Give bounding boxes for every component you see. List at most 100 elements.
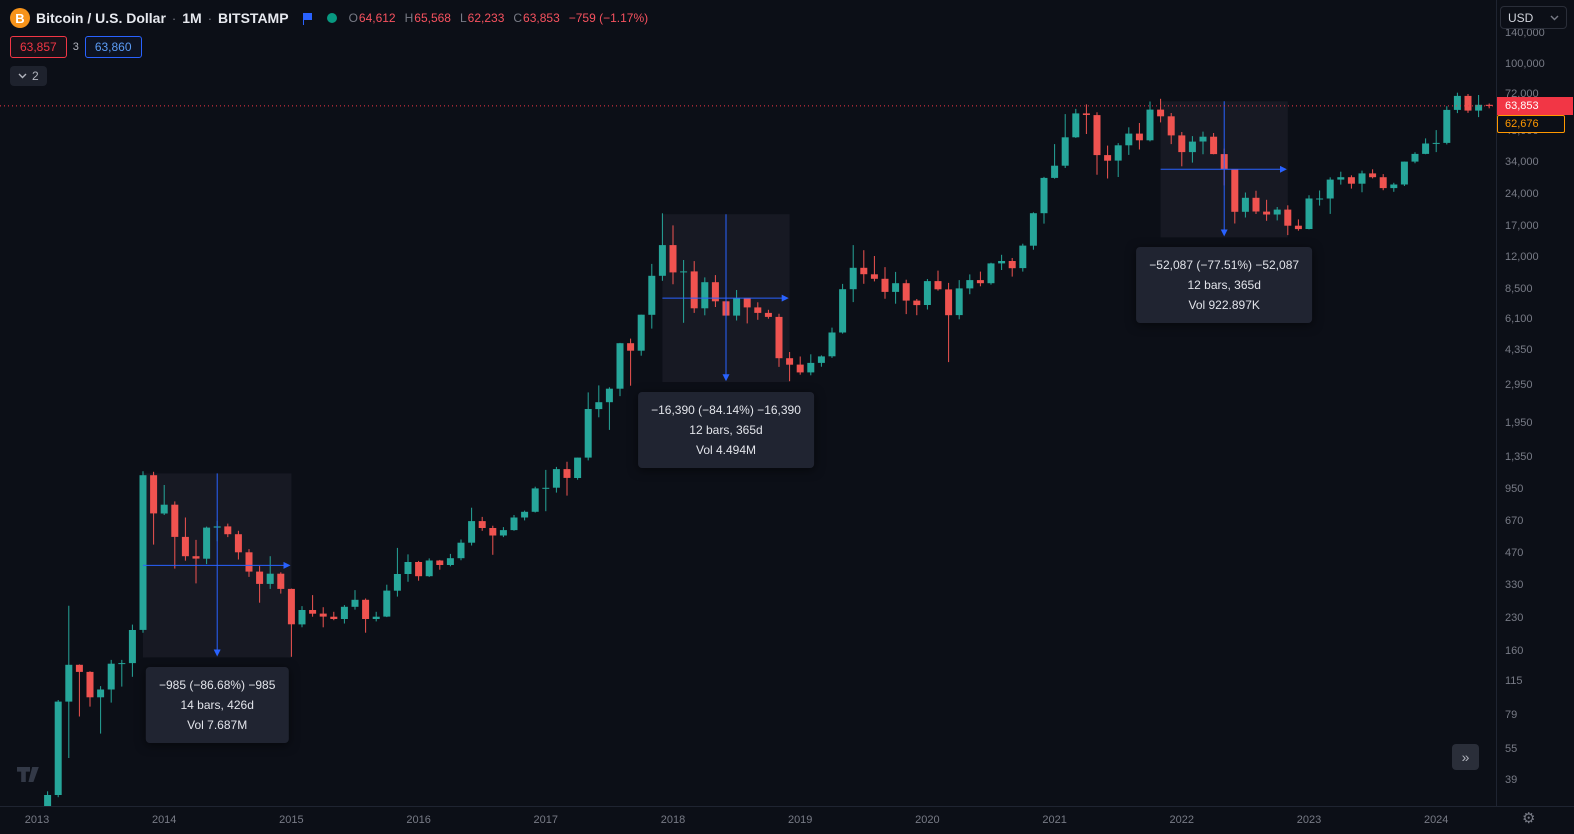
candle-body [764, 312, 772, 317]
candle-body [637, 314, 645, 351]
candle-body [1316, 198, 1324, 200]
candle-body [733, 298, 741, 316]
candle-body [998, 261, 1006, 264]
candle-body [531, 488, 539, 512]
high-value: 65,568 [414, 11, 451, 25]
measurement-arrows[interactable] [143, 101, 1287, 657]
price-axis-label: 950 [1505, 482, 1524, 495]
symbol-legend[interactable]: B Bitcoin / U.S. Dollar · 1M · BITSTAMP … [10, 8, 648, 28]
change-value: −759 (−1.17%) [568, 11, 649, 25]
flag-icon[interactable] [301, 12, 313, 25]
price-axis-label: 160 [1505, 645, 1524, 658]
price-axis-label: 8,500 [1505, 282, 1533, 295]
candle-body [171, 504, 179, 537]
time-axis-label: 2024 [1423, 814, 1449, 826]
price-axis-label: 55 [1505, 742, 1518, 755]
price-axis-label: 670 [1505, 514, 1524, 527]
measure-volume: Vol 4.494M [695, 443, 757, 458]
candle-body [870, 274, 878, 279]
candle-body [1252, 197, 1260, 212]
buy-button[interactable]: 63,860 [84, 36, 142, 58]
candle-body [860, 267, 868, 275]
candle-body [1337, 177, 1345, 180]
open-value: 64,612 [358, 11, 396, 25]
price-axis-label: 1,350 [1505, 450, 1533, 463]
candle-body [1305, 198, 1313, 229]
candle-body [1157, 109, 1165, 117]
candle-body [1188, 141, 1196, 153]
candle-body [1241, 197, 1249, 212]
tradingview-logo[interactable] [16, 766, 46, 788]
expand-toolbar-button[interactable]: » [1452, 744, 1479, 770]
candle-body [44, 795, 52, 806]
candle-body [1475, 104, 1483, 111]
candle-body [1061, 137, 1069, 166]
time-axis-label: 2017 [533, 814, 559, 826]
currency-label: USD [1508, 10, 1534, 25]
candle-body [1369, 173, 1377, 178]
candle-body [383, 590, 391, 617]
price-axis-label: 100,000 [1505, 58, 1545, 70]
candle-body [1422, 143, 1430, 154]
candle-body [372, 616, 380, 619]
candle-body [203, 527, 211, 559]
price-axis-label: 12,000 [1505, 251, 1539, 264]
candle-body [955, 288, 963, 316]
price-axis-label: 17,000 [1505, 219, 1539, 232]
price-axis-label: 140,000 [1505, 27, 1545, 40]
candle-body [1104, 155, 1112, 161]
exchange-label[interactable]: BITSTAMP [218, 10, 289, 26]
candle-body [1390, 184, 1398, 189]
price-axis-label: 4,350 [1505, 343, 1533, 356]
low-value: 62,233 [467, 11, 505, 25]
symbol-title[interactable]: Bitcoin / U.S. Dollar [36, 10, 166, 26]
candle-body [128, 630, 136, 664]
candle-body [510, 517, 518, 531]
candle-body [468, 521, 476, 543]
price-axis[interactable]: 140,000100,00072,00048,00034,00024,00017… [1496, 0, 1574, 806]
sell-button[interactable]: 63,857 [10, 36, 67, 58]
price-axis-label: 1,950 [1505, 417, 1533, 430]
measure-change: −52,087 (−77.51%) −52,087 [1149, 258, 1300, 273]
candle-body [1453, 95, 1461, 110]
candle-body [457, 542, 465, 559]
currency-selector[interactable]: USD [1500, 6, 1567, 29]
candle-body [945, 289, 953, 316]
candle-body [362, 599, 370, 619]
candle-body [605, 388, 613, 403]
candle-body [807, 362, 815, 373]
object-tree-toggle[interactable]: 2 [10, 66, 47, 86]
candle-body [489, 528, 497, 536]
candle-body [266, 573, 274, 584]
price-axis-label: 34,000 [1505, 156, 1539, 169]
measurement-boxes[interactable] [143, 101, 1288, 658]
candle-body [1082, 113, 1090, 115]
candle-body [881, 278, 889, 292]
time-axis[interactable]: 2013 2014 2015 2016 2017 2018 2019 2020 2021 2022… [0, 806, 1574, 834]
candle-body [584, 409, 592, 458]
candle-body [319, 613, 327, 617]
candle-body [499, 530, 507, 536]
candle-body [1263, 211, 1271, 215]
candle-body [160, 504, 168, 514]
time-axis-label: 2019 [787, 814, 813, 826]
candle-body [521, 511, 529, 518]
candle-body [245, 552, 253, 572]
candle-body [309, 610, 317, 614]
market-status-icon[interactable] [326, 13, 337, 23]
candle-body [1326, 179, 1334, 199]
measure-bars: 12 bars, 365d [1187, 278, 1261, 293]
candle-body [1093, 115, 1101, 156]
measure-change: −16,390 (−84.14%) −16,390 [651, 403, 801, 418]
candle-body [298, 610, 306, 625]
candle-body [849, 267, 857, 290]
candle-body [287, 588, 295, 625]
price-axis-label: 2,950 [1505, 379, 1533, 392]
candle-body [542, 487, 550, 489]
candle-body [817, 356, 825, 363]
interval-label[interactable]: 1M [182, 10, 202, 26]
gear-icon[interactable]: ⚙ [1522, 810, 1536, 827]
spread-value: 3 [72, 41, 79, 53]
